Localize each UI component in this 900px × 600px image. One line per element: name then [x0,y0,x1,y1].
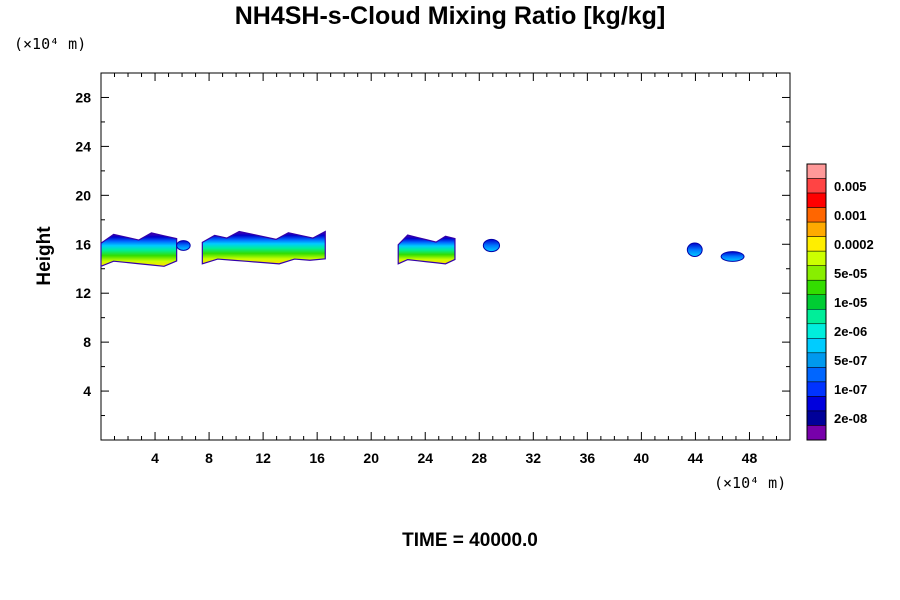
x-tick-label: 12 [255,450,271,466]
cloud-region [201,230,326,265]
x-tick-label: 24 [417,450,433,466]
colorbar-legend: 0.005 0.001 0.0002 5e-05 1e-05 2e-06 5e-07 1e-0… [806,163,874,441]
x-tick-label: 32 [526,450,542,466]
colorbar-swatch [806,309,827,325]
colorbar-swatch [806,396,827,412]
colorbar-label: 2e-08 [834,411,867,426]
colorbar-label: 0.0002 [834,237,874,252]
cloud-region [482,238,501,253]
colorbar-swatch [806,425,827,441]
colorbar-swatch [806,338,827,354]
x-axis-unit: (×10⁴ m) [714,474,786,492]
colorbar-swatch [806,207,827,223]
colorbar-swatch [806,265,827,281]
colorbar-swatch [806,352,827,368]
colorbar-swatch [806,236,827,252]
colorbar-swatch [806,410,827,426]
colorbar-swatch [806,250,827,266]
cloud-field [100,230,745,268]
x-tick-label: 8 [205,450,213,466]
x-tick-label: 44 [688,450,704,466]
x-tick-label: 16 [309,450,325,466]
colorbar-label: 1e-05 [834,295,867,310]
colorbar-swatch [806,163,827,179]
x-tick-label: 4 [151,450,159,466]
y-tick-label: 12 [75,285,91,301]
cloud-region [686,242,703,258]
x-tick-label: 48 [742,450,758,466]
cloud-shape [686,242,703,258]
y-axis-label: Height [34,226,55,286]
cloud-region [176,240,191,251]
cloud-region [720,251,745,262]
colorbar-swatch [806,381,827,397]
chart-title: NH4SH-s-Cloud Mixing Ratio [kg/kg] [234,2,666,30]
x-tick-label: 36 [580,450,596,466]
colorbar-label: 5e-07 [834,353,867,368]
colorbar-swatch [806,294,827,310]
y-axis-unit: (×10⁴ m) [14,35,86,53]
colorbar-swatch [806,279,827,295]
x-tick-label: 28 [471,450,487,466]
colorbar-label: 0.005 [834,179,867,194]
cloud-region [100,232,178,268]
colorbar-label: 1e-07 [834,382,867,397]
colorbar-swatch [806,367,827,383]
colorbar-frame [806,163,827,441]
colorbar-swatch [806,323,827,339]
colorbar-swatch [806,192,827,208]
colorbar-label: 0.001 [834,208,867,223]
colorbar-label: 5e-05 [834,266,867,281]
y-tick-label: 24 [75,138,91,154]
y-tick-label: 16 [75,236,91,252]
x-tick-labels: 4 8 12 16 20 24 28 32 36 40 44 48 [151,450,757,466]
cloud-shape [397,234,456,265]
cloud-shape [720,251,745,262]
y-tick-label: 20 [75,187,91,203]
x-tick-label: 40 [634,450,650,466]
cloud-shape [176,240,191,251]
y-tick-labels: 4 8 12 16 20 24 28 [75,89,91,399]
time-label: TIME = 40000.0 [402,530,538,551]
y-tick-label: 8 [83,334,91,350]
colorbar-swatch [806,178,827,194]
cloud-shape [201,230,326,265]
y-tick-label: 28 [75,89,91,105]
cloud-shape [100,232,178,268]
y-tick-label: 4 [83,383,91,399]
cloud-region [397,234,456,265]
colorbar-swatch [806,221,827,237]
colorbar-label: 2e-06 [834,324,867,339]
cloud-shape [482,238,501,253]
x-tick-label: 20 [363,450,379,466]
